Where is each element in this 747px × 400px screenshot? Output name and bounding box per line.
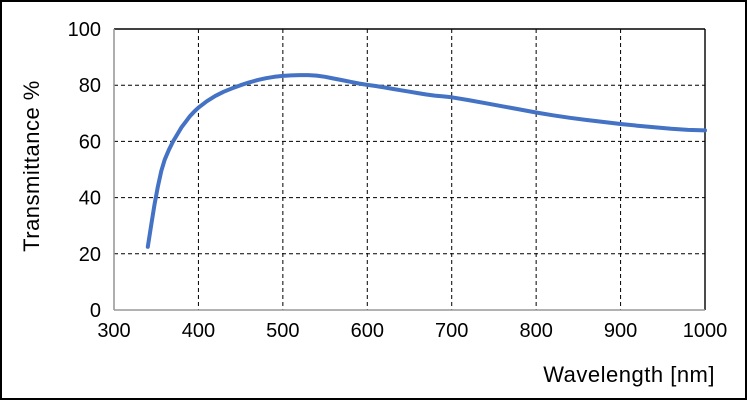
x-tick-label: 400 bbox=[182, 320, 215, 342]
y-axis-tick-labels: 0 20 40 60 80 100 bbox=[68, 19, 101, 322]
y-tick-label: 100 bbox=[68, 19, 101, 41]
x-axis-tick-labels: 300 400 500 600 700 800 900 1000 bbox=[97, 320, 727, 342]
plot-border bbox=[113, 28, 706, 311]
x-tick-label: 1000 bbox=[683, 320, 728, 342]
x-tick-label: 300 bbox=[97, 320, 130, 342]
gridlines bbox=[114, 29, 705, 310]
x-tick-label: 700 bbox=[435, 320, 468, 342]
series-line-transmittance bbox=[145, 73, 707, 249]
x-tick-label: 800 bbox=[519, 320, 552, 342]
y-tick-label: 0 bbox=[90, 300, 101, 322]
y-tick-label: 20 bbox=[79, 244, 101, 266]
x-tick-label: 900 bbox=[604, 320, 637, 342]
y-axis-title: Transmittance % bbox=[19, 80, 44, 252]
x-tick-label: 500 bbox=[266, 320, 299, 342]
x-tick-label: 600 bbox=[351, 320, 384, 342]
y-tick-label: 60 bbox=[79, 131, 101, 153]
x-axis-title: Wavelength [nm] bbox=[543, 362, 715, 387]
series-curve bbox=[145, 73, 707, 249]
y-tick-label: 40 bbox=[79, 188, 101, 210]
y-tick-label: 80 bbox=[79, 75, 101, 97]
